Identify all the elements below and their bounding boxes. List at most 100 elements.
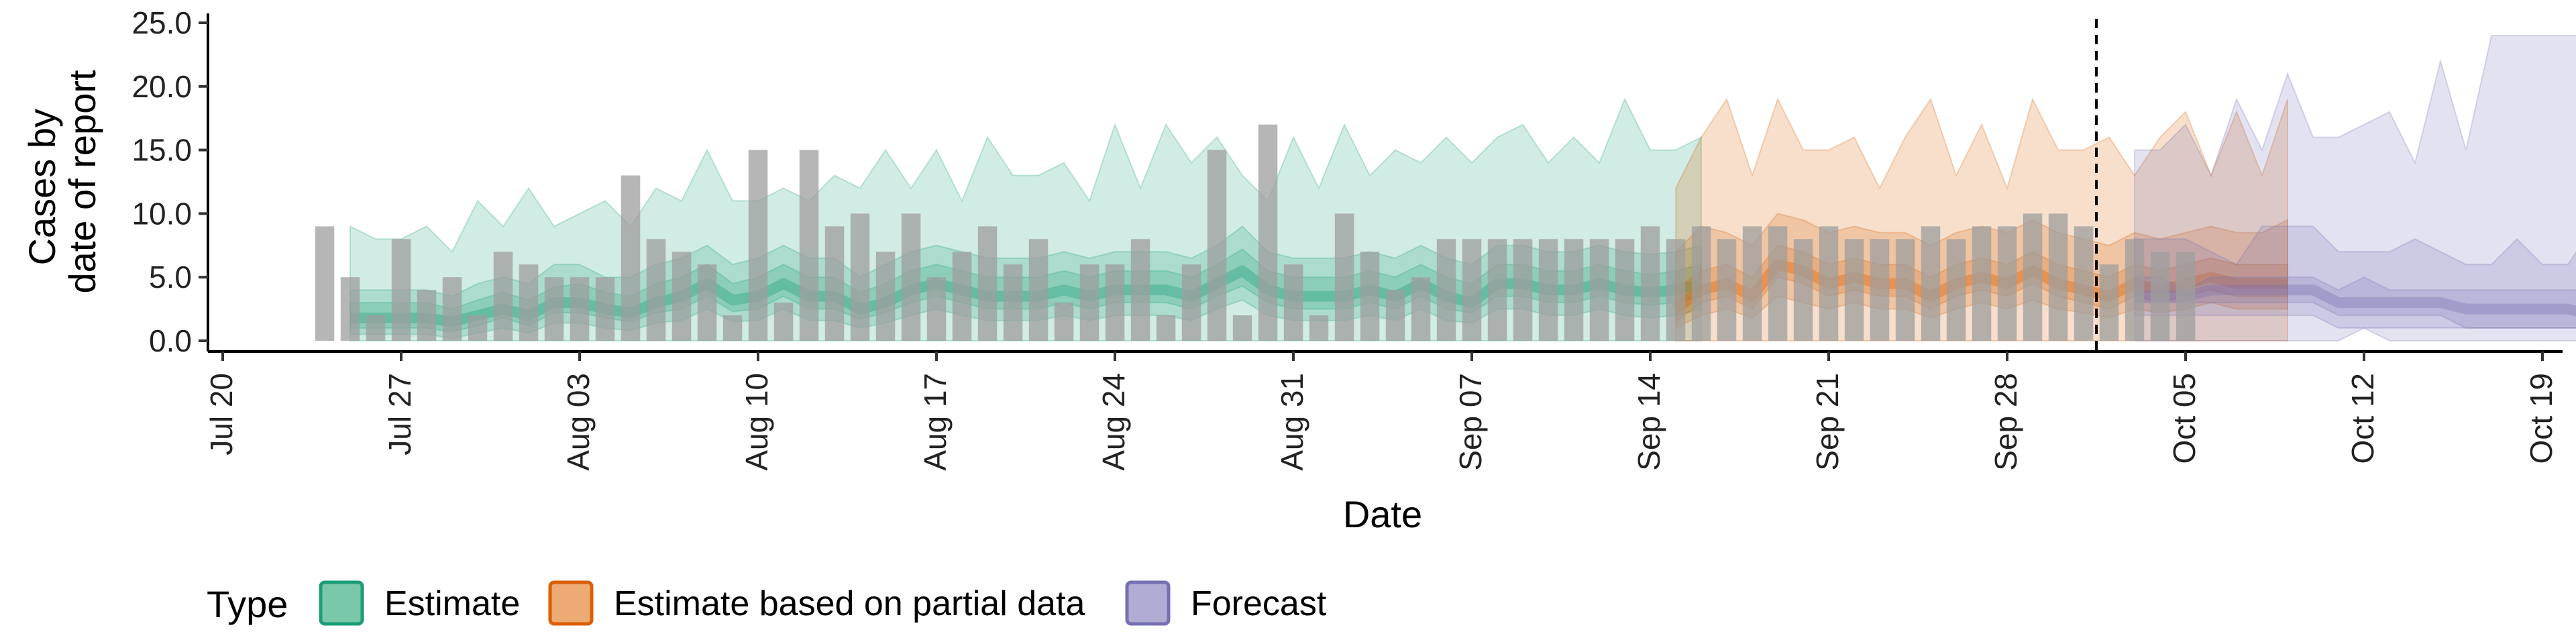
case-bar [1105,264,1125,341]
case-bar [748,150,768,341]
x-tick-label: Sep 28 [1988,373,2023,471]
case-bar [1054,303,1074,341]
case-bar [1972,226,1992,341]
case-bar [824,226,845,341]
y-tick-label: 25.0 [131,5,192,40]
case-bar [773,303,794,341]
y-tick-label: 5.0 [149,260,192,294]
x-tick-label: Oct 12 [2345,373,2380,464]
case-bar [1436,239,1456,341]
case-bar [1819,226,1839,341]
case-bar [1181,264,1201,341]
case-bar [850,213,870,341]
legend: Type Estimate Estimate based on partial d… [207,580,1327,626]
axes: Jul 20 Jul 27 Aug 03 Aug 10 Aug 17 Aug 24 Aug … [131,5,2563,471]
legend-label: Estimate [384,584,520,623]
case-bar [391,239,411,341]
case-bar [1895,239,1915,341]
y-axis-title: Cases by date of report [21,70,103,294]
median-line [2135,284,2576,317]
y-axis-ticks: 0.0 5.0 10.0 15.0 20.0 25.0 [131,5,208,358]
case-bar [1487,239,1507,341]
y-axis-title-line-2: date of report [61,70,103,294]
case-bar [1564,239,1584,341]
case-bar [1742,226,1762,341]
x-axis-ticks: Jul 20 Jul 27 Aug 03 Aug 10 Aug 17 Aug 24 Aug … [204,352,2559,471]
x-tick-label: Sep 07 [1453,373,1488,471]
reported-case-bars [315,124,2196,341]
case-bar [468,315,488,341]
case-bar [1921,226,1941,341]
case-bar [1411,277,1431,341]
case-bar [977,226,998,341]
case-bar [799,150,819,341]
case-bar [1309,315,1329,341]
case-bar [1360,252,1380,341]
case-bar [1640,226,1660,341]
case-bar [1717,239,1737,341]
case-bar [1589,239,1609,341]
case-bar [2176,252,2196,341]
case-bar [875,252,896,341]
case-bar [519,264,539,341]
case-bar [901,213,921,341]
case-bar [1538,239,1558,341]
legend-label: Estimate based on partial data [614,584,1085,623]
band-outer [2134,35,2576,341]
case-bar [493,252,513,341]
case-bar [2023,213,2043,341]
legend-label: Forecast [1191,584,1327,623]
case-bar [952,252,972,341]
band-mid [2134,225,2576,329]
case-bar [1207,150,1227,341]
x-tick-label: Aug 03 [561,373,596,471]
case-bar [1334,213,1354,341]
x-tick-label: Oct 05 [2167,373,2202,464]
case-bar [1385,290,1405,341]
case-bar [1768,226,1788,341]
case-bar [1462,239,1482,341]
case-bar [2150,252,2170,341]
x-axis-title: Date [1343,493,1422,535]
case-bar [366,315,386,341]
case-bar [570,277,590,341]
y-tick-label: 20.0 [131,69,192,104]
case-bar [544,277,564,341]
case-bar [2099,264,2119,341]
x-tick-label: Aug 10 [739,373,774,471]
case-bar [2125,239,2145,341]
case-bar [621,175,641,341]
x-tick-label: Aug 31 [1275,373,1309,471]
y-tick-label: 15.0 [131,133,192,168]
case-bar [1079,264,1099,341]
x-tick-label: Aug 17 [918,373,953,471]
y-tick-label: 10.0 [131,196,192,231]
x-tick-label: Oct 19 [2524,373,2559,464]
case-bar [1232,315,1252,341]
band-inner [2134,276,2576,329]
case-bar [340,277,360,341]
case-bar [1666,239,1686,341]
legend-swatch [319,580,364,626]
case-bar [722,315,743,341]
case-bar [1130,239,1150,341]
case-bar [1258,124,1278,341]
legend-swatch [1125,580,1171,626]
x-tick-label: Aug 24 [1096,373,1131,471]
case-bar [646,239,666,341]
case-bar [2048,213,2068,341]
case-bar [1997,226,2017,341]
case-bar [1844,239,1864,341]
case-bar [2074,226,2094,341]
legend-title: Type [207,583,288,625]
case-bar [1028,239,1049,341]
y-axis-title-line-1: Cases by [21,109,63,265]
case-bar [672,252,692,341]
x-tick-label: Sep 14 [1631,373,1666,471]
case-bar [442,277,462,341]
case-bar [1793,239,1813,341]
case-bar [595,277,615,341]
case-bar [1283,264,1303,341]
x-tick-label: Jul 20 [204,373,239,455]
